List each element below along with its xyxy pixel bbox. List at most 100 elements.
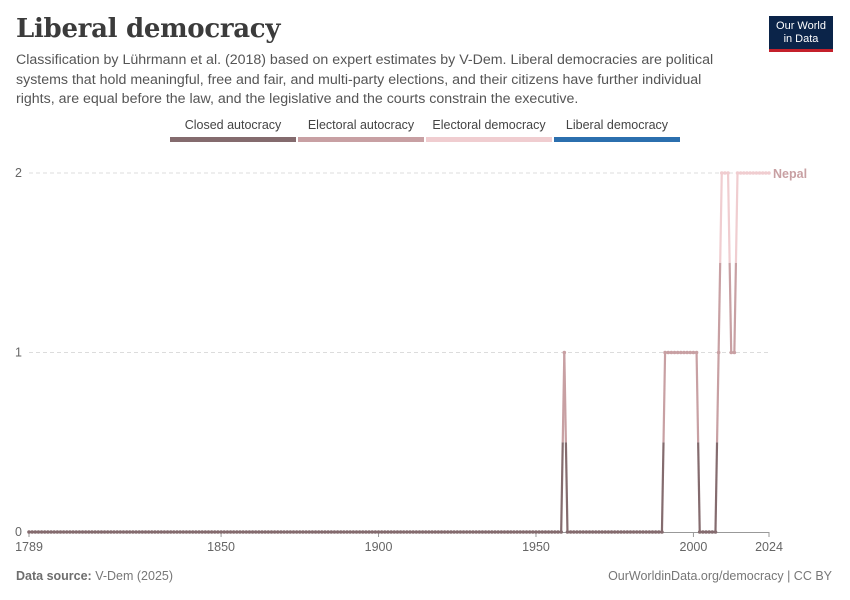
legend-item-closed-autocracy[interactable]: Closed autocracy (170, 118, 296, 142)
legend-swatch (554, 137, 680, 142)
data-point (745, 171, 749, 175)
data-point (571, 530, 576, 534)
series-label: Nepal (773, 167, 807, 181)
legend-swatch (426, 137, 552, 142)
data-point (430, 530, 434, 534)
data-point (269, 530, 274, 534)
data-point (398, 530, 403, 534)
data-point (546, 530, 551, 534)
data-point (153, 530, 157, 534)
data-point (345, 530, 349, 534)
data-point (338, 530, 343, 534)
series-line-segment (733, 262, 738, 353)
data-point (392, 530, 397, 534)
data-point (354, 530, 359, 534)
data-point (58, 530, 63, 534)
series-line-segment (719, 172, 723, 263)
data-point (704, 530, 708, 534)
data-point (660, 530, 664, 534)
data-point (140, 530, 145, 534)
data-point (83, 530, 88, 534)
data-point (754, 171, 759, 175)
owid-logo[interactable]: Our World in Data (769, 16, 833, 52)
data-point (313, 530, 318, 534)
data-point (348, 530, 352, 534)
data-point (726, 171, 730, 175)
data-point (80, 530, 85, 534)
data-point (244, 530, 249, 534)
data-point (301, 530, 305, 534)
chart-subtitle: Classification by Lührmann et al. (2018)… (16, 52, 714, 107)
legend-label: Closed autocracy (184, 118, 282, 132)
data-point (767, 171, 771, 175)
data-point (137, 530, 142, 534)
data-point (250, 530, 255, 534)
data-point (127, 530, 132, 534)
data-point (30, 530, 34, 534)
legend-swatch (298, 137, 424, 142)
data-point (594, 530, 598, 534)
data-point (732, 350, 737, 355)
data-point (587, 530, 592, 534)
data-point (42, 530, 47, 534)
data-point (115, 530, 119, 534)
data-point (109, 530, 113, 534)
legend-item-electoral-autocracy[interactable]: Electoral autocracy (298, 118, 424, 142)
data-point (316, 530, 321, 534)
data-point (36, 530, 41, 534)
x-tick-label: 1789 (15, 540, 43, 554)
y-tick-label: 0 (15, 525, 22, 539)
data-point (143, 530, 148, 534)
data-point (578, 530, 582, 534)
data-point (112, 530, 116, 534)
data-point (757, 171, 762, 175)
data-point (383, 530, 387, 534)
legend-item-liberal-democracy[interactable]: Liberal democracy (554, 118, 680, 142)
source-value[interactable]: V-Dem (2025) (95, 569, 174, 583)
data-point (253, 530, 258, 534)
data-point (723, 171, 727, 175)
data-point (524, 530, 529, 534)
data-point (603, 530, 608, 534)
data-point (203, 530, 208, 534)
legend-item-electoral-democracy[interactable]: Electoral democracy (426, 118, 552, 142)
data-point (162, 530, 167, 534)
data-point (619, 530, 623, 534)
data-point (493, 530, 497, 534)
data-point (436, 530, 441, 534)
series-line-segment (726, 172, 731, 263)
data-point (748, 171, 752, 175)
legend-label: Electoral autocracy (307, 118, 415, 132)
data-point (222, 530, 227, 534)
data-point (46, 530, 50, 534)
data-point (272, 530, 277, 534)
data-point (118, 530, 123, 534)
data-point (172, 530, 176, 534)
data-point (455, 530, 460, 534)
data-point (206, 530, 211, 534)
data-point (556, 530, 560, 534)
data-point (656, 530, 661, 534)
footer-link[interactable]: OurWorldinData.org/democracy | CC BY (608, 569, 832, 583)
data-point (628, 530, 633, 534)
data-point (71, 530, 75, 534)
data-point (77, 530, 82, 534)
data-point (764, 171, 768, 175)
data-point (697, 530, 702, 534)
data-point (553, 530, 557, 534)
data-point (285, 530, 290, 534)
data-point (370, 530, 375, 534)
data-point (386, 530, 390, 534)
data-point (590, 530, 595, 534)
data-point (537, 530, 541, 534)
data-source: Data source: V-Dem (2025) (16, 569, 173, 583)
data-point (235, 530, 239, 534)
data-point (197, 530, 201, 534)
data-point (200, 530, 204, 534)
data-point (474, 530, 478, 534)
data-point (150, 530, 154, 534)
data-point (672, 350, 677, 355)
data-point (90, 530, 94, 534)
data-point (625, 530, 630, 534)
